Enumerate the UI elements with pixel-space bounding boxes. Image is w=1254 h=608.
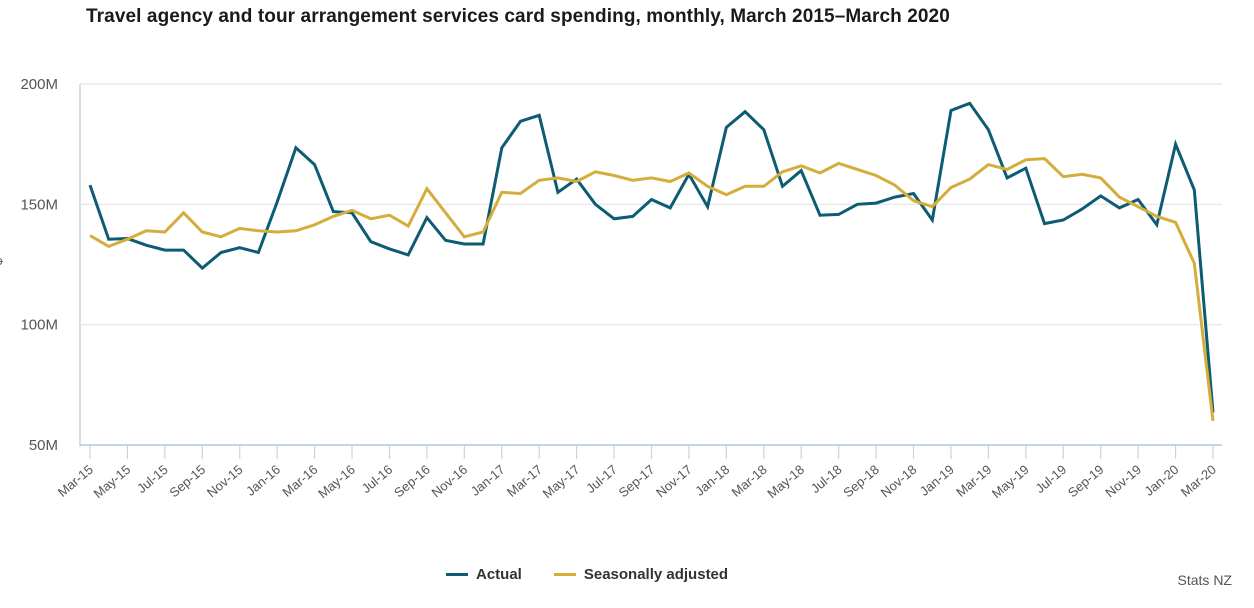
x-tick-label: Mar-20 — [1178, 462, 1219, 500]
legend: Actual Seasonally adjusted — [446, 566, 760, 583]
chart-title: Travel agency and tour arrangement servi… — [86, 6, 950, 27]
y-tick-label: 100M — [20, 317, 58, 334]
x-tick-label: Nov-17 — [653, 462, 695, 500]
x-tick-label: Mar-16 — [279, 462, 320, 500]
legend-item-seasonally-adjusted[interactable]: Seasonally adjusted — [553, 566, 729, 583]
legend-label-actual: Actual — [476, 566, 522, 583]
series-line-actual — [88, 101, 1215, 413]
x-tick-label: Mar-15 — [55, 462, 96, 500]
x-tick-label: Jan-20 — [1141, 462, 1181, 499]
x-tick-label: Jul-19 — [1032, 462, 1069, 496]
y-axis-ticks: 50M 100M 150M 200M — [20, 76, 58, 454]
x-tick-label: Sep-15 — [166, 462, 208, 500]
x-tick-label: Mar-18 — [729, 462, 770, 500]
series-line-seasonally-adjusted — [89, 157, 1215, 422]
x-tick-label: Jan-16 — [243, 462, 283, 499]
x-tick-label: Sep-16 — [391, 462, 433, 500]
series-lines — [88, 101, 1215, 422]
x-tick-label: May-19 — [989, 462, 1032, 501]
source-credit: Stats NZ — [1177, 572, 1232, 588]
x-tick-label: Sep-17 — [616, 462, 658, 500]
x-tick-label: Jul-16 — [359, 462, 396, 496]
y-tick-label: 150M — [20, 196, 58, 213]
x-tick-label: Sep-19 — [1065, 462, 1107, 500]
x-tick-label: May-16 — [315, 462, 358, 501]
x-tick-label: Jan-19 — [917, 462, 957, 499]
x-tick-label: Jan-17 — [468, 462, 508, 499]
legend-label-seasonally-adjusted: Seasonally adjusted — [583, 566, 729, 583]
y-tick-label: 200M — [20, 76, 58, 93]
x-tick-label: Nov-18 — [878, 462, 920, 500]
x-tick-label: Sep-18 — [840, 462, 882, 500]
x-tick-label: May-17 — [540, 462, 583, 501]
x-tick-label: Mar-19 — [953, 462, 994, 500]
x-tick-label: Jul-17 — [583, 462, 620, 496]
x-tick-label: Jul-18 — [808, 462, 845, 496]
x-tick-label: Nov-16 — [429, 462, 471, 500]
x-tick-label: Jul-15 — [134, 462, 171, 496]
legend-item-actual[interactable]: Actual — [446, 566, 522, 583]
x-tick-label: May-18 — [764, 462, 807, 501]
x-tick-label: May-15 — [91, 462, 134, 501]
legend-swatch-actual — [446, 573, 468, 576]
gridlines — [79, 83, 1222, 447]
x-tick-label: Mar-17 — [504, 462, 545, 500]
x-tick-label: Nov-19 — [1102, 462, 1144, 500]
x-tick-label: Nov-15 — [204, 462, 246, 500]
y-tick-label: 50M — [29, 437, 58, 454]
legend-swatch-seasonally-adjusted — [553, 573, 576, 576]
x-tick-label: Jan-18 — [692, 462, 732, 499]
